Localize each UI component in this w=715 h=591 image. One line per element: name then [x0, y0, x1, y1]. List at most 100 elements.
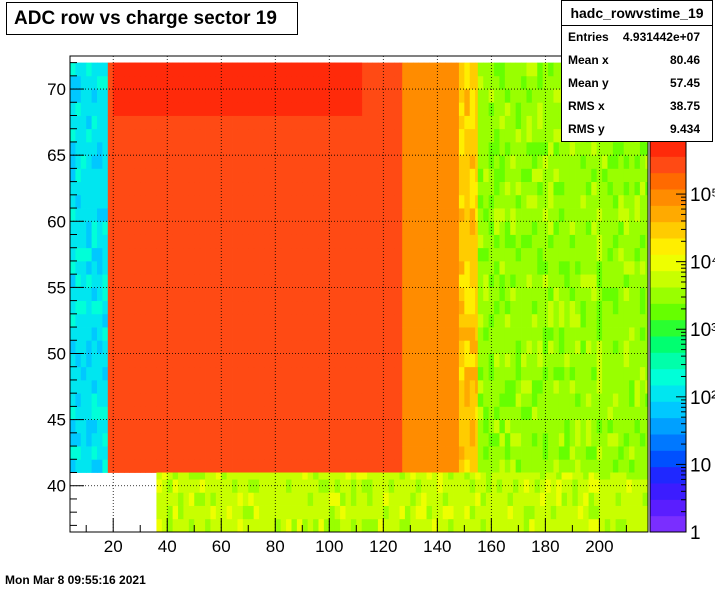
heatmap-cell [634, 379, 641, 394]
heatmap-cell [548, 221, 554, 235]
heatmap-cell [494, 141, 500, 156]
heatmap-cell [113, 141, 120, 156]
heatmap-cell [367, 518, 373, 533]
heatmap-cell [194, 432, 201, 447]
heatmap-cell [564, 379, 571, 394]
heatmap-cell [140, 274, 147, 288]
heatmap-cell [210, 518, 217, 533]
heatmap-cell [178, 115, 184, 130]
heatmap-cell [80, 340, 87, 354]
heatmap-cell [537, 459, 544, 473]
heatmap-cell [307, 340, 314, 354]
heatmap-cell [596, 327, 603, 341]
heatmap-cell [580, 194, 587, 209]
heatmap-cell [356, 287, 363, 302]
heatmap-cell [340, 75, 346, 90]
heatmap-cell [205, 260, 211, 275]
heatmap-cell [458, 260, 465, 275]
heatmap-cell [604, 492, 611, 506]
heatmap-cell [629, 446, 635, 460]
heatmap-cell [591, 432, 598, 447]
heatmap-cell [510, 300, 517, 315]
heatmap-cell [161, 115, 168, 130]
heatmap-cell [431, 479, 438, 493]
heatmap-cell [612, 274, 619, 288]
heatmap-cell [107, 62, 114, 77]
heatmap-cell [242, 155, 249, 169]
heatmap-cell [345, 234, 352, 249]
heatmap-cell [188, 379, 195, 394]
heatmap-cell [521, 234, 527, 249]
heatmap-cell [350, 89, 357, 103]
heatmap-cell [367, 366, 373, 381]
heatmap-cell [345, 518, 352, 533]
heatmap-cell [394, 115, 400, 130]
heatmap-cell [377, 115, 384, 130]
heatmap-cell [464, 168, 471, 183]
heatmap-cell [91, 459, 98, 473]
heatmap-cell [237, 62, 244, 77]
heatmap-cell [477, 446, 484, 460]
heatmap-cell [361, 353, 368, 368]
heatmap-cell [194, 472, 201, 480]
heatmap-cell [307, 247, 314, 262]
heatmap-cell [418, 62, 425, 77]
heatmap-cell [383, 62, 390, 77]
heatmap-cell [502, 518, 508, 533]
heatmap-cell [356, 260, 363, 275]
heatmap-cell [210, 313, 217, 328]
heatmap-cell [167, 518, 174, 533]
heatmap-cell [602, 247, 608, 262]
heatmap-cell [469, 115, 476, 130]
heatmap-cell [510, 393, 517, 407]
heatmap-cell [205, 446, 211, 460]
heatmap-cell [259, 221, 265, 235]
heatmap-cell [97, 75, 103, 90]
heatmap-cell [156, 62, 163, 77]
heatmap-cell [429, 327, 436, 341]
heatmap-cell [429, 181, 436, 196]
heatmap-cell [580, 260, 587, 275]
heatmap-cell [556, 472, 562, 480]
heatmap-cell [302, 313, 309, 328]
heatmap-cell [340, 128, 346, 143]
heatmap-cell [75, 168, 82, 183]
heatmap-cell [232, 234, 238, 249]
heatmap-cell [226, 181, 233, 196]
heatmap-cell [259, 472, 265, 480]
heatmap-cell [102, 313, 109, 328]
heatmap-cell [607, 432, 614, 447]
heatmap-cell [356, 393, 363, 407]
heatmap-cell [291, 472, 298, 480]
heatmap-cell [269, 168, 276, 183]
heatmap-cell [86, 221, 93, 235]
heatmap-cell [612, 221, 619, 235]
heatmap-cell [151, 366, 157, 381]
heatmap-cell [188, 313, 195, 328]
heatmap-cell [269, 221, 276, 235]
heatmap-cell [286, 393, 292, 407]
heatmap-cell [537, 393, 544, 407]
heatmap-cell [526, 300, 533, 315]
heatmap-cell [388, 518, 395, 533]
heatmap-cell [526, 115, 533, 130]
heatmap-cell [91, 155, 98, 169]
heatmap-cell [323, 221, 330, 235]
heatmap-cell [645, 327, 649, 341]
heatmap-cell [623, 300, 630, 315]
heatmap-cell [145, 62, 152, 77]
heatmap-cell [407, 89, 414, 103]
heatmap-cell [499, 115, 506, 130]
heatmap-cell [242, 208, 249, 222]
heatmap-cell [469, 221, 476, 235]
heatmap-cell [264, 221, 271, 235]
heatmap-cell [183, 208, 190, 222]
heatmap-cell [107, 340, 114, 354]
heatmap-cell [515, 446, 522, 460]
heatmap-cell [553, 168, 560, 183]
heatmap-cell [607, 406, 614, 421]
heatmap-cell [499, 208, 506, 222]
heatmap-cell [383, 379, 390, 394]
heatmap-cell [156, 128, 163, 143]
heatmap-cell [602, 393, 608, 407]
